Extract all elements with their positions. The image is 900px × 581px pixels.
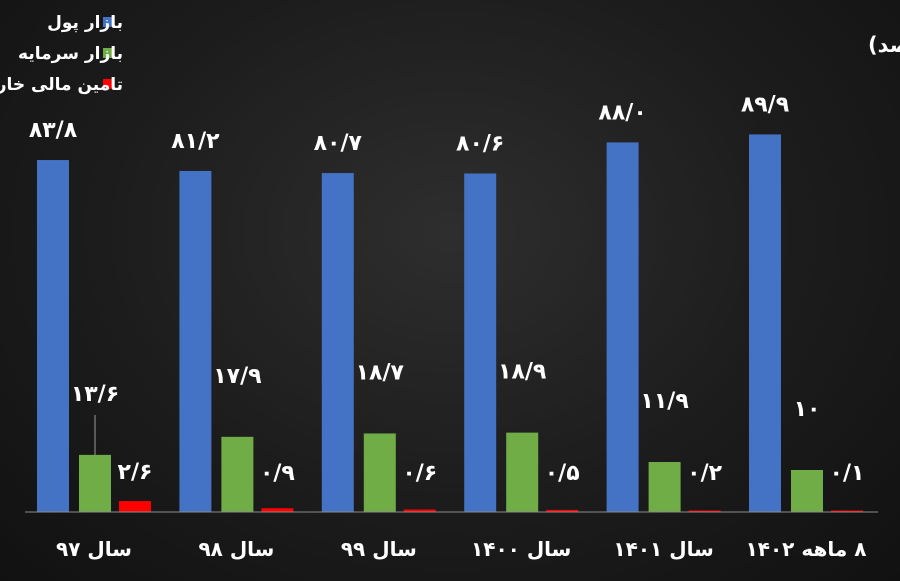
legend-swatch-money-market (103, 17, 113, 27)
value-label-money-market-3: ۸۰/۶ (456, 131, 504, 156)
bar-capital-market-4 (648, 462, 681, 512)
bar-foreign-financing-3 (546, 509, 579, 512)
chart-title: سهم هر یک از بازارها از تامین مالی کشور … (868, 33, 900, 57)
legend-label-money-market: بازار پول (47, 13, 123, 33)
legend-label-capital-market: بازار سرمایه (18, 44, 123, 64)
value-label-money-market-2: ۸۰/۷ (314, 131, 363, 156)
value-label-money-market-5: ۸۹/۹ (741, 92, 789, 117)
legend: بازار پول بازار سرمایه تامین مالی خارجی (0, 13, 123, 95)
value-label-foreign-financing-1: ۰/۹ (260, 461, 295, 486)
bar-money-market-4 (606, 142, 639, 512)
value-label-money-market-1: ۸۱/۲ (171, 129, 220, 154)
bar-capital-market-0 (79, 454, 111, 512)
category-label-5: ۸ ماهه ۱۴۰۲ (746, 537, 867, 561)
value-label-foreign-financing-0: ۲/۶ (118, 460, 153, 485)
bar-money-market-3 (464, 173, 497, 513)
bar-money-market-0 (37, 160, 69, 513)
bar-foreign-financing-0 (119, 501, 151, 512)
category-label-0: سال ۹۷ (56, 537, 132, 561)
value-label-foreign-financing-2: ۰/۶ (402, 461, 437, 486)
bar-capital-market-5 (791, 470, 823, 512)
bar-capital-market-1 (221, 436, 254, 512)
bar-capital-market-2 (363, 433, 396, 512)
bar-money-market-5 (749, 134, 781, 513)
value-label-capital-market-1: ۱۷/۹ (213, 364, 261, 389)
category-label-1: سال ۹۸ (198, 537, 274, 561)
bar-foreign-financing-5 (831, 510, 863, 512)
category-labels: سال ۹۷ سال ۹۸ سال ۹۹ سال ۱۴۰۰ سال ۱۴۰۱ ۸ ماهه… (56, 537, 866, 561)
value-label-capital-market-2: ۱۸/۷ (356, 360, 405, 385)
value-label-money-market-0: ۸۳/۸ (29, 118, 78, 143)
bars (37, 134, 863, 513)
bar-money-market-2 (321, 173, 354, 512)
value-label-money-market-4: ۸۸/۰ (598, 100, 646, 125)
value-label-capital-market-4: ۱۱/۹ (640, 389, 688, 414)
value-label-foreign-financing-3: ۰/۵ (545, 461, 580, 486)
bar-capital-market-3 (506, 432, 539, 512)
value-label-foreign-financing-5: ۰/۱ (830, 461, 865, 486)
value-label-capital-market-0: ۱۳/۶ (71, 382, 119, 407)
bar-money-market-1 (179, 170, 212, 512)
category-label-2: سال ۹۹ (341, 537, 417, 561)
legend-swatch-capital-market (103, 48, 113, 58)
legend-label-foreign-financing: تامین مالی خارجی (0, 75, 123, 95)
value-labels: ۸۳/۸ ۱۳/۶ ۲/۶ ۸۱/۲ ۱۷/۹ ۰/۹ ۸۰/۷ ۱۸/۷ ۰/۶ ۸۰/۶ ۱۸/… (29, 92, 865, 486)
value-label-foreign-financing-4: ۰/۲ (687, 461, 722, 486)
bar-foreign-financing-1 (261, 508, 294, 512)
category-label-3: سال ۱۴۰۰ (471, 537, 571, 561)
value-label-capital-market-3: ۱۸/۹ (498, 360, 546, 385)
bar-foreign-financing-2 (403, 509, 436, 512)
bar-foreign-financing-4 (688, 510, 721, 512)
legend-swatch-foreign-financing (103, 79, 113, 89)
category-label-4: سال ۱۴۰۱ (613, 537, 713, 561)
value-label-capital-market-5: ۱۰ (794, 397, 821, 422)
